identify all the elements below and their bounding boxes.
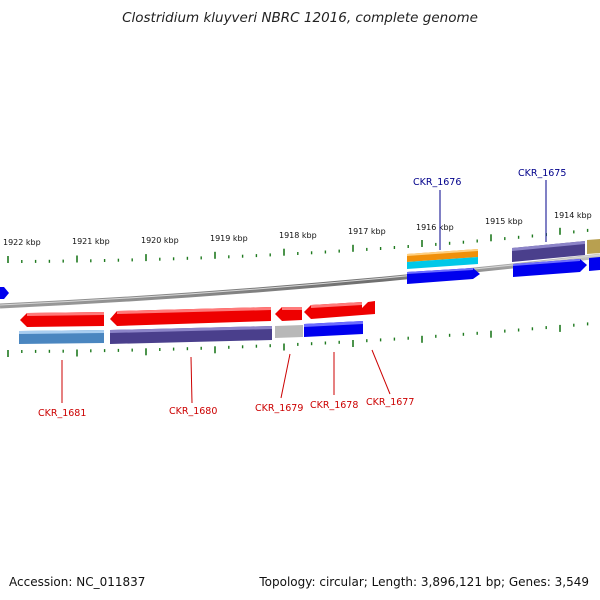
ruler-label: 1915 kbp [485,217,523,226]
genome-summary-text: Topology: circular; Length: 3,896,121 bp… [259,575,589,589]
gene-CKR_1677[interactable] [362,301,375,315]
ruler-label: 1921 kbp [72,237,110,246]
feature-cyan[interactable] [407,257,478,269]
gene-leader-lines [61,180,547,404]
ruler-label: 1914 kbp [554,211,592,220]
gene-label-CKR_1680[interactable]: CKR_1680 [169,406,217,417]
page-title: Clostridium kluyveri NBRC 12016, complet… [122,10,478,26]
genome-backbone [0,253,600,309]
accession-text: Accession: NC_011837 [9,575,146,589]
gene-CKR_1679[interactable] [275,307,302,321]
gene-label-CKR_1676[interactable]: CKR_1676 [413,177,461,188]
gene-partial-left[interactable] [0,287,9,299]
gene-partial-right[interactable] [589,257,600,271]
upper-features [0,239,600,299]
ruler-labels: 1922 kbp 1921 kbp 1920 kbp 1919 kbp 1918… [3,211,592,247]
gene-label-CKR_1681[interactable]: CKR_1681 [38,408,86,419]
ruler-ticks-top [7,227,589,263]
gene-labels: CKR_1676 CKR_1675 CKR_1681 CKR_1680 CKR_… [38,168,566,419]
gene-label-CKR_1679[interactable]: CKR_1679 [255,403,303,414]
gene-label-CKR_1677[interactable]: CKR_1677 [366,397,414,408]
ruler-ticks-bottom [7,322,589,357]
ruler-label: 1918 kbp [279,231,317,240]
ruler-label: 1922 kbp [3,238,41,247]
gene-label-CKR_1675[interactable]: CKR_1675 [518,168,566,179]
gene-label-CKR_1678[interactable]: CKR_1678 [310,400,358,411]
ruler-label: 1919 kbp [210,234,248,243]
feature-olive[interactable] [587,239,600,254]
lower-features [19,301,375,344]
feature-gray[interactable] [275,325,303,338]
ruler-label: 1920 kbp [141,236,179,245]
ruler-label: 1916 kbp [416,223,454,232]
ruler-label: 1917 kbp [348,227,386,236]
